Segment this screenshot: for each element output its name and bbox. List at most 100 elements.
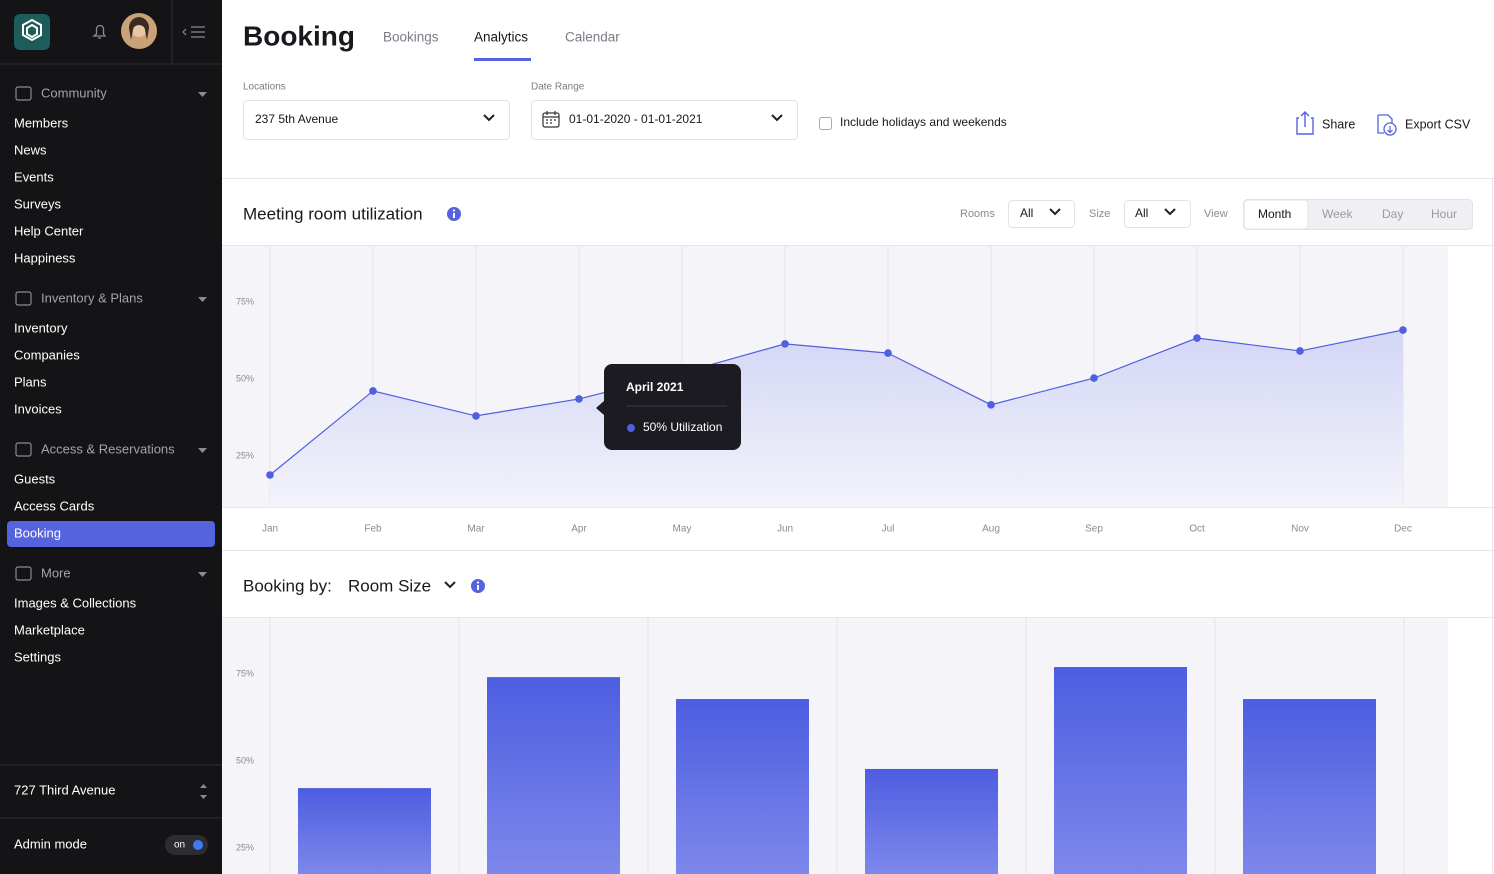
switch-arrows[interactable]	[200, 784, 207, 799]
x-tick-label: Jun	[777, 524, 793, 535]
point[interactable]	[987, 401, 995, 409]
x-tick-label: Aug	[982, 524, 1000, 535]
tab[interactable]: Calendar	[565, 30, 620, 45]
filter-label: Locations	[243, 82, 286, 93]
tooltip-dot	[627, 424, 635, 432]
point[interactable]	[266, 471, 274, 479]
calendar-icon-lines	[543, 111, 559, 124]
collapse-icon[interactable]	[182, 26, 205, 38]
tab[interactable]: Bookings	[383, 30, 439, 45]
nav-section[interactable]: Access & Reservations	[41, 441, 175, 456]
section-caret[interactable]	[198, 297, 207, 302]
bell-icon[interactable]	[92, 24, 107, 39]
point[interactable]	[1193, 334, 1201, 342]
control-label: Rooms	[960, 208, 995, 220]
section-caret[interactable]	[198, 92, 207, 97]
bar[interactable]	[487, 677, 620, 874]
point[interactable]	[369, 387, 377, 395]
chevron-icon	[1164, 208, 1176, 216]
checkbox-label: Include holidays and weekends	[840, 115, 1007, 129]
tab-underline	[474, 58, 531, 61]
size-select[interactable]	[1124, 200, 1191, 228]
point[interactable]	[781, 340, 789, 348]
nav-item[interactable]: Images & Collections	[14, 595, 137, 610]
point[interactable]	[884, 349, 892, 357]
rooms-value: All	[1020, 206, 1033, 220]
nav-item[interactable]: Booking	[14, 525, 61, 540]
point[interactable]	[1296, 347, 1304, 355]
x-tick-label: Oct	[1189, 524, 1205, 535]
nav-section[interactable]: Community	[41, 85, 107, 100]
view-option[interactable]: Day	[1382, 207, 1403, 221]
location-select[interactable]	[243, 100, 510, 140]
nav-item[interactable]: Invoices	[14, 401, 62, 416]
chart-title: Meeting room utilization	[243, 204, 423, 223]
y-tick-label: 50%	[236, 755, 254, 765]
share-button[interactable]: Share	[1322, 117, 1355, 131]
bar[interactable]	[865, 768, 998, 874]
nav-item[interactable]: News	[14, 142, 47, 157]
nav-item[interactable]: Help Center	[14, 223, 84, 238]
nav-item[interactable]: Marketplace	[14, 622, 85, 637]
tooltip-text: 50% Utilization	[643, 420, 722, 434]
nav-section[interactable]: Inventory & Plans	[41, 290, 143, 305]
x-tick-label: Nov	[1291, 524, 1309, 535]
tab[interactable]: Analytics	[474, 30, 528, 45]
export-button[interactable]: Export CSV	[1405, 117, 1471, 131]
group-by-select[interactable]: Room Size	[348, 576, 431, 595]
nav-item[interactable]: Inventory	[14, 320, 68, 335]
calendar-icon	[542, 112, 560, 128]
bar[interactable]	[1243, 699, 1376, 874]
date-value: 01-01-2020 - 01-01-2021	[569, 112, 703, 126]
section-icon	[15, 442, 32, 457]
logo[interactable]	[14, 14, 50, 50]
point[interactable]	[472, 412, 480, 420]
section-icon	[15, 291, 32, 306]
logo-mark	[22, 18, 42, 42]
bar[interactable]	[676, 699, 809, 874]
nav-section[interactable]: More	[41, 565, 71, 580]
checkbox[interactable]	[819, 117, 832, 130]
bar[interactable]	[298, 788, 431, 874]
location-switch[interactable]: 727 Third Avenue	[14, 782, 115, 797]
nav-item[interactable]: Events	[14, 169, 54, 184]
y-tick-label: 25%	[236, 450, 254, 460]
chevron-icon	[483, 114, 495, 122]
admin-toggle-knob	[193, 840, 203, 850]
date-select[interactable]	[531, 100, 798, 140]
section-caret[interactable]	[198, 448, 207, 453]
bar[interactable]	[1054, 667, 1187, 874]
section-icon	[15, 86, 32, 101]
sidebar	[0, 0, 222, 874]
nav-item[interactable]: Settings	[14, 649, 61, 664]
x-tick-label: Sep	[1085, 524, 1103, 535]
nav-item[interactable]: Members	[14, 115, 69, 130]
info-icon-dot	[476, 581, 480, 584]
admin-toggle[interactable]	[165, 835, 208, 855]
nav-item[interactable]: Access Cards	[14, 498, 95, 513]
point[interactable]	[1090, 374, 1098, 382]
nav-item[interactable]: Surveys	[14, 196, 61, 211]
point[interactable]	[1399, 326, 1407, 334]
x-tick-label: Jan	[262, 524, 278, 535]
export-icon-arrow	[1387, 126, 1393, 134]
admin-mode-label: Admin mode	[14, 836, 87, 851]
rooms-select[interactable]	[1008, 200, 1075, 228]
section-caret[interactable]	[198, 572, 207, 577]
view-option[interactable]: Month	[1258, 207, 1291, 221]
view-option[interactable]: Week	[1322, 207, 1353, 221]
view-option[interactable]: Hour	[1431, 207, 1457, 221]
x-tick-label: Dec	[1394, 524, 1412, 535]
nav-item[interactable]: Companies	[14, 347, 80, 362]
export-icon[interactable]	[1377, 114, 1393, 134]
view-active	[1243, 199, 1309, 230]
point[interactable]	[575, 395, 583, 403]
info-icon-bar	[477, 585, 479, 590]
admin-toggle-text: on	[174, 840, 185, 851]
nav-item[interactable]: Happiness	[14, 250, 76, 265]
nav-item[interactable]: Guests	[14, 471, 56, 486]
chevron-icon	[771, 114, 783, 122]
share-icon[interactable]	[1296, 111, 1314, 135]
nav-item[interactable]: Plans	[14, 374, 47, 389]
